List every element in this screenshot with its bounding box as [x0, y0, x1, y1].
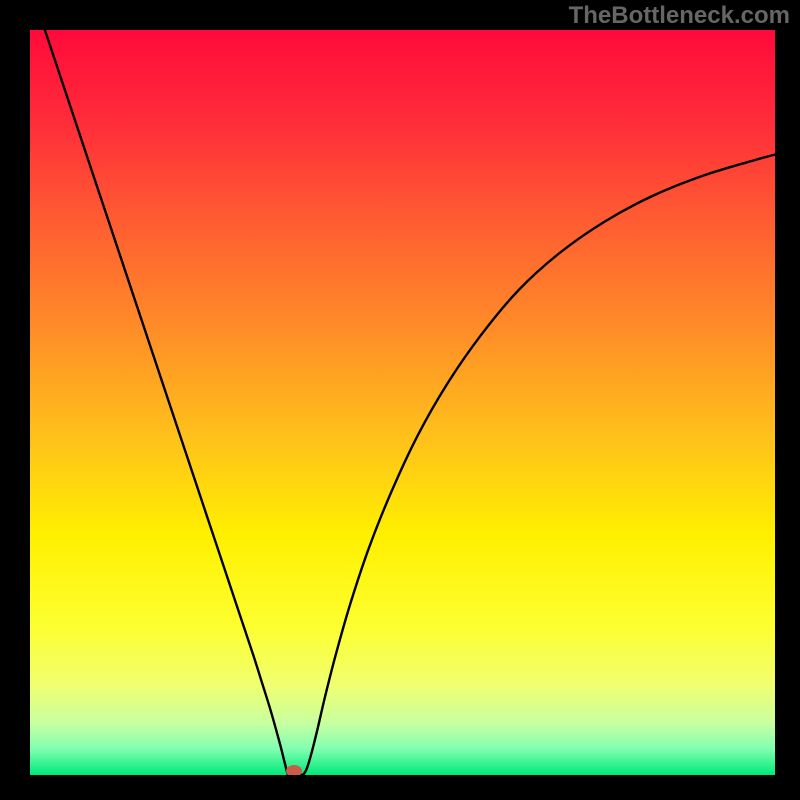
gradient-background: [30, 30, 775, 775]
watermark: TheBottleneck.com: [569, 2, 790, 30]
plot-area: [30, 30, 775, 775]
optimal-point-marker: [286, 765, 302, 775]
curve-layer: [30, 30, 775, 775]
